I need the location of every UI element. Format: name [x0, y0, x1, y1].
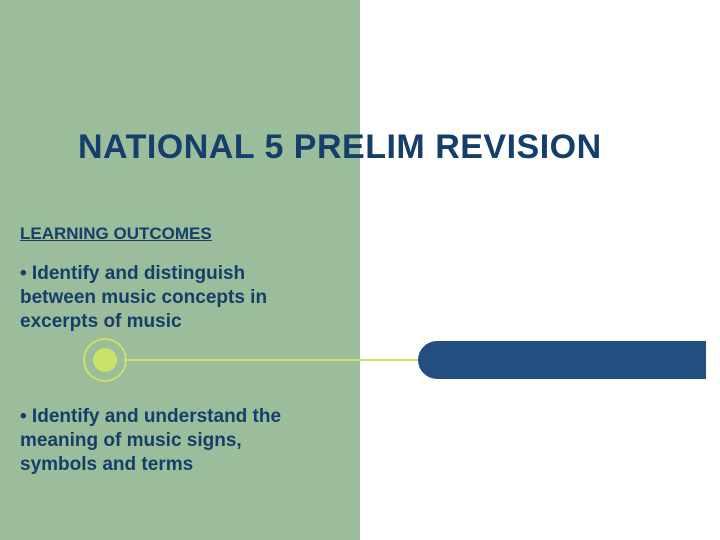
bullet-item-1: • Identify and distinguish between music… — [20, 262, 310, 333]
lime-circle-fill — [93, 348, 117, 372]
navy-accent-bar — [418, 341, 706, 379]
slide-title: NATIONAL 5 PRELIM REVISION — [78, 128, 602, 167]
bullet-item-2: • Identify and understand the meaning of… — [20, 405, 320, 476]
subheading-learning-outcomes: LEARNING OUTCOMES — [20, 224, 212, 244]
lime-connector-line — [124, 359, 419, 361]
